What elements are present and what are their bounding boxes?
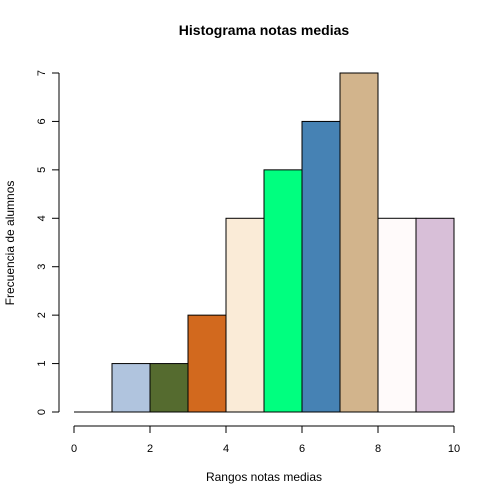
y-tick-label-3: 3 bbox=[36, 264, 48, 270]
histogram-bar-5 bbox=[263, 169, 303, 413]
x-axis-label: Rangos notas medias bbox=[206, 470, 322, 484]
histogram-bar-4 bbox=[225, 217, 265, 413]
y-tick-label-5: 5 bbox=[36, 167, 48, 173]
x-tick-label-1: 2 bbox=[147, 443, 153, 455]
histogram-bar-9 bbox=[415, 217, 455, 413]
x-tick-label-2: 4 bbox=[223, 443, 229, 455]
x-tick-label-3: 6 bbox=[299, 443, 305, 455]
bars-group bbox=[74, 72, 455, 413]
y-tick-label-7: 7 bbox=[36, 70, 48, 76]
x-tick-label-4: 8 bbox=[375, 443, 381, 455]
y-tick-label-0: 0 bbox=[36, 409, 48, 415]
y-tick-label-6: 6 bbox=[36, 118, 48, 124]
y-axis-label: Frecuencia de alumnos bbox=[3, 181, 17, 306]
y-tick-label-1: 1 bbox=[36, 361, 48, 367]
x-tick-label-0: 0 bbox=[71, 443, 77, 455]
x-axis: 0 2 4 6 8 10 bbox=[71, 425, 460, 455]
histogram-bar-6 bbox=[301, 120, 341, 413]
histogram-bar-1 bbox=[111, 363, 151, 413]
chart-title: Histograma notas medias bbox=[179, 22, 350, 38]
y-tick-label-2: 2 bbox=[36, 312, 48, 318]
histogram-bar-7 bbox=[339, 72, 379, 413]
histogram-bar-3 bbox=[187, 314, 227, 413]
histogram-bar-8 bbox=[377, 217, 417, 413]
histogram-bar-2 bbox=[149, 363, 189, 413]
x-tick-label-5: 10 bbox=[448, 443, 460, 455]
y-tick-label-4: 4 bbox=[36, 215, 48, 221]
y-axis: 0 1 2 3 4 5 6 7 bbox=[36, 70, 60, 415]
